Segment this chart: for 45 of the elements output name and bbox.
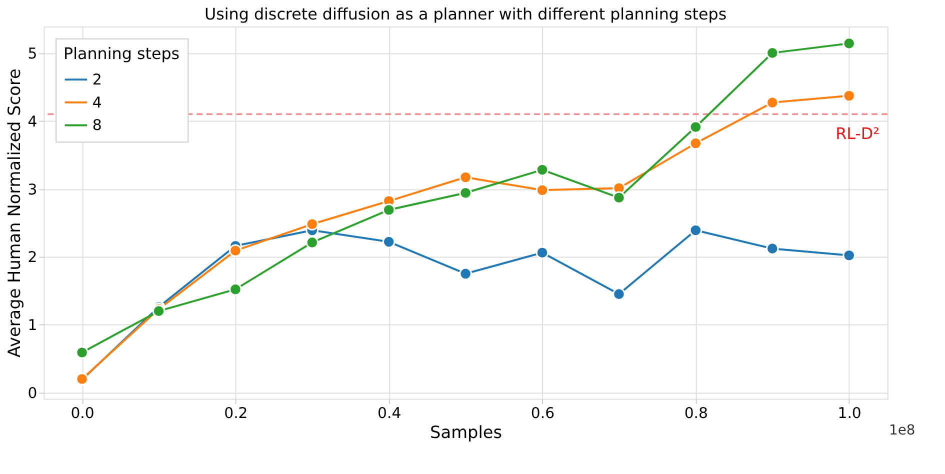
point — [306, 236, 319, 249]
x-tick-label: 0.0 — [70, 404, 94, 422]
legend-label: 4 — [92, 93, 102, 112]
point — [229, 282, 242, 296]
legend-label: 8 — [92, 116, 102, 134]
legend-label: 2 — [92, 70, 102, 89]
point — [306, 218, 319, 231]
point — [842, 37, 856, 50]
point — [689, 136, 702, 150]
point — [459, 267, 472, 280]
point — [766, 96, 779, 109]
point — [459, 186, 472, 200]
y-tick-label: 5 — [28, 44, 38, 62]
point — [536, 246, 549, 260]
point — [229, 244, 242, 258]
point — [842, 89, 856, 102]
text: 1e8 — [889, 422, 916, 438]
y-tick-label: 1 — [28, 316, 38, 334]
point — [612, 191, 626, 204]
y-tick-label: 0 — [28, 384, 38, 402]
x-axis-title: Samples — [430, 422, 502, 442]
ref-line-label: RL-D² — [836, 124, 880, 143]
point — [689, 224, 702, 237]
y-tick-label: 4 — [28, 112, 38, 130]
y-tick-label: 2 — [28, 248, 38, 266]
point — [612, 288, 626, 300]
chart-title: Using discrete diffusion as a planner with different planning steps — [204, 4, 727, 24]
x-tick-label: 0.6 — [530, 404, 555, 422]
x-tick-label: 0.2 — [224, 404, 248, 422]
point — [459, 170, 472, 184]
y-tick-label: 3 — [28, 180, 38, 198]
point — [76, 346, 88, 359]
x-tick-label: 1.0 — [838, 404, 862, 422]
point — [382, 203, 396, 216]
point — [536, 184, 549, 197]
point — [766, 46, 779, 60]
legend-title: Planning steps — [64, 44, 180, 64]
x-tick-label: 0.8 — [684, 404, 708, 422]
x-tick-label: 0.4 — [378, 404, 402, 422]
point — [842, 248, 856, 262]
point — [766, 242, 779, 255]
y-axis-title: Average Human Normalized Score — [4, 68, 24, 358]
point — [689, 120, 702, 134]
point — [382, 235, 396, 248]
point — [536, 163, 549, 176]
